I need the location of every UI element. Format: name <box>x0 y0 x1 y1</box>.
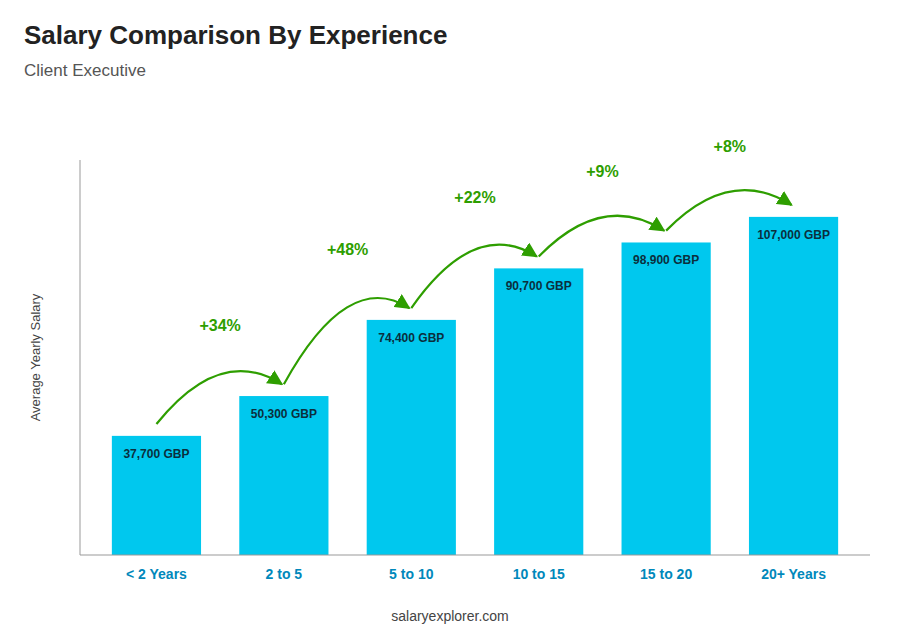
data-label: 50,300 GBP <box>251 407 317 421</box>
data-label: 90,700 GBP <box>506 279 572 293</box>
title: Salary Comparison By Experience <box>24 20 447 50</box>
change-label: +48% <box>327 241 368 258</box>
change-arrow <box>539 216 664 257</box>
data-label: 37,700 GBP <box>123 447 189 461</box>
chart-container: Salary Comparison By Experience Client Ex… <box>0 0 900 641</box>
change-arrow <box>284 298 409 384</box>
bar <box>749 217 838 555</box>
data-label: 74,400 GBP <box>378 331 444 345</box>
bar <box>622 242 711 555</box>
bar <box>112 436 201 555</box>
change-label: +8% <box>714 138 746 155</box>
change-arrow <box>411 245 536 308</box>
x-tick-label: 10 to 15 <box>513 566 565 582</box>
change-label: +22% <box>454 189 495 206</box>
data-label: 107,000 GBP <box>757 228 830 242</box>
footer: salaryexplorer.com <box>391 608 509 624</box>
change-arrow <box>156 371 281 424</box>
x-tick-label: < 2 Years <box>126 566 187 582</box>
change-label: +34% <box>199 317 240 334</box>
bar <box>494 268 583 555</box>
bar <box>367 320 456 555</box>
y-axis-line <box>80 160 81 555</box>
x-tick-label: 2 to 5 <box>266 566 303 582</box>
change-label: +9% <box>586 163 618 180</box>
x-tick-label: 5 to 10 <box>389 566 434 582</box>
data-label: 98,900 GBP <box>633 253 699 267</box>
change-arrow <box>666 190 791 231</box>
x-tick-label: 15 to 20 <box>640 566 692 582</box>
bar <box>239 396 328 555</box>
x-axis-line <box>80 555 870 556</box>
bars <box>112 217 838 555</box>
subtitle: Client Executive <box>24 61 146 80</box>
chart-svg: Salary Comparison By Experience Client Ex… <box>0 0 900 641</box>
y-axis-label: Average Yearly Salary <box>28 293 43 421</box>
x-tick-label: 20+ Years <box>761 566 826 582</box>
